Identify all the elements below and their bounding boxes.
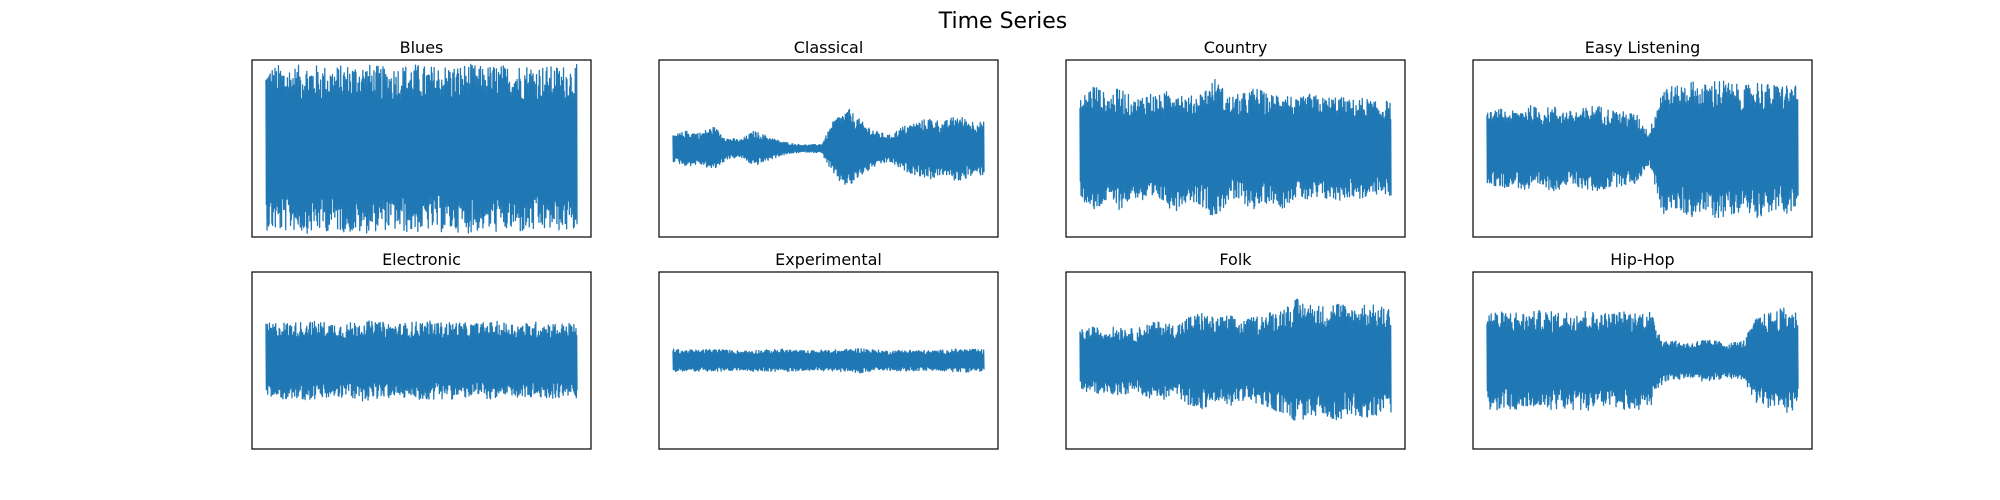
- panel-frame: [1472, 271, 1813, 450]
- panel-frame: [1065, 271, 1406, 450]
- panel-frame: [251, 271, 592, 450]
- panel-blues: Blues: [251, 38, 592, 238]
- panel-classical: Classical: [658, 38, 999, 238]
- panel-easy-listening: Easy Listening: [1472, 38, 1813, 238]
- panel-frame: [251, 59, 592, 238]
- panel-experimental: Experimental: [658, 250, 999, 450]
- panel-title: Classical: [794, 38, 864, 57]
- figure-title: Time Series: [938, 9, 1068, 34]
- panel-title: Blues: [400, 38, 444, 57]
- panel-frame: [658, 59, 999, 238]
- waveform-line: [672, 108, 985, 185]
- panel-country: Country: [1065, 38, 1406, 238]
- waveform-line: [1079, 298, 1392, 421]
- panel-hip-hop: Hip-Hop: [1472, 250, 1813, 450]
- waveform-line: [672, 348, 985, 374]
- waveform-line: [265, 320, 578, 402]
- waveform-line: [265, 63, 578, 234]
- waveform-line: [1486, 80, 1799, 219]
- panel-title: Country: [1204, 38, 1268, 57]
- panel-title: Easy Listening: [1585, 38, 1701, 57]
- panel-grid: Blues Classical Country Easy Listening Elect…: [251, 38, 1813, 450]
- waveform-line: [1486, 307, 1799, 413]
- panel-title: Experimental: [775, 250, 882, 269]
- panel-title: Hip-Hop: [1610, 250, 1674, 269]
- panel-frame: [1472, 59, 1813, 238]
- panel-frame: [658, 271, 999, 450]
- panel-title: Electronic: [382, 250, 461, 269]
- panel-folk: Folk: [1065, 250, 1406, 450]
- waveform-line: [1079, 78, 1392, 216]
- panel-title: Folk: [1219, 250, 1252, 269]
- panel-frame: [1065, 59, 1406, 238]
- panel-electronic: Electronic: [251, 250, 592, 450]
